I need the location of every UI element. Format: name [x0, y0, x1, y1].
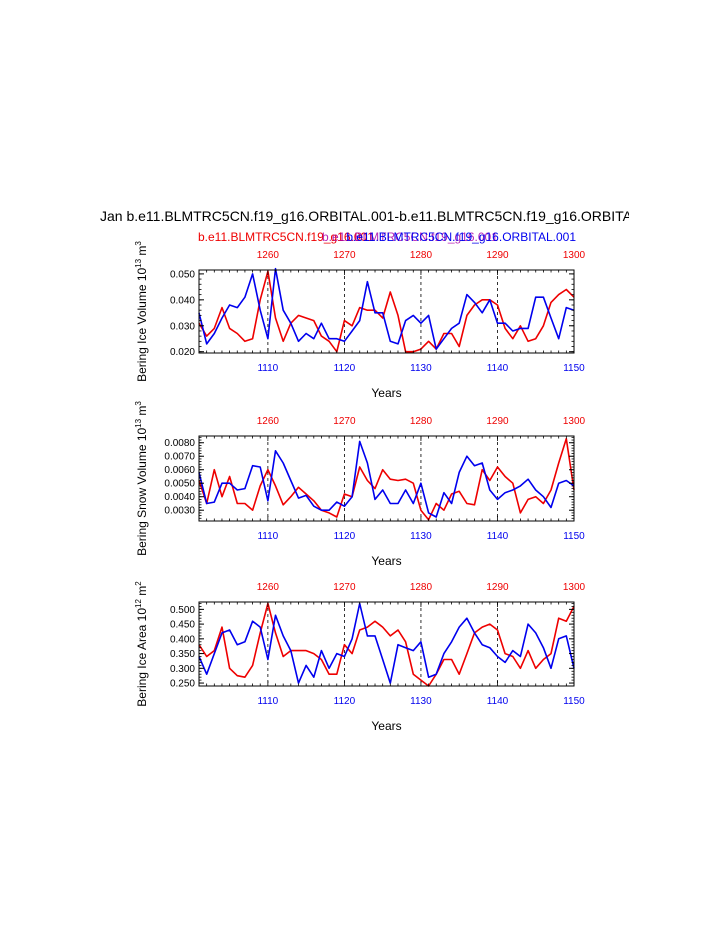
- x-tick-label-bottom: 1120: [334, 531, 356, 542]
- chart-panel-2: 0.0030 0.0040 0.0050 0.0060 0.0070 0.0080 1110…: [134, 401, 586, 568]
- x-axis-label: Years: [371, 386, 401, 400]
- subtitle-right: b.e11.BLMTRC5CN.f19_g16.ORBITAL.001: [346, 230, 576, 244]
- x-tick-label-top: 1300: [563, 582, 586, 593]
- chart-panel-3: 0.250 0.300 0.350 0.400 0.450 0.500 1110 1260 11…: [134, 581, 586, 733]
- x-tick-label-bottom: 1150: [563, 531, 585, 542]
- y-tick-label: 0.500: [170, 605, 195, 616]
- y-tick-label: 0.400: [170, 634, 195, 645]
- x-tick-label-top: 1280: [410, 582, 433, 593]
- series-line-blue: [198, 440, 575, 518]
- x-tick-label-bottom: 1140: [487, 363, 509, 374]
- y-tick-label: 0.040: [170, 295, 195, 306]
- y-tick-label: 0.450: [170, 620, 195, 631]
- plot-frame: [198, 601, 575, 687]
- series-line-red: [198, 270, 575, 353]
- x-tick-label-bottom: 1140: [487, 696, 509, 707]
- x-tick-label-bottom: 1120: [334, 696, 356, 707]
- x-tick-label-top: 1300: [563, 250, 586, 261]
- y-axis-label: Bering Snow Volume 1013 m3: [134, 401, 149, 556]
- y-tick-label: 0.300: [170, 664, 195, 675]
- x-tick-label-top: 1290: [486, 250, 509, 261]
- y-tick-label: 0.0080: [164, 438, 195, 449]
- y-tick-label: 0.020: [170, 347, 195, 358]
- x-tick-label-top: 1270: [333, 582, 356, 593]
- series-line-red: [198, 437, 575, 521]
- series-line-red: [198, 602, 575, 687]
- x-tick-label-bottom: 1130: [410, 696, 432, 707]
- y-axis-label: Bering Ice Volume 1013 m3: [134, 241, 149, 382]
- x-tick-label-bottom: 1120: [334, 363, 356, 374]
- x-tick-label-bottom: 1150: [563, 696, 585, 707]
- x-tick-label-bottom: 1110: [257, 531, 278, 542]
- series-line-blue: [198, 602, 575, 684]
- x-tick-label-top: 1260: [257, 250, 280, 261]
- x-tick-label-top: 1290: [486, 582, 509, 593]
- y-tick-label: 0.0040: [164, 492, 195, 503]
- x-tick-label-top: 1270: [333, 250, 356, 261]
- plot-frame: [198, 435, 575, 522]
- x-tick-label-bottom: 1110: [257, 696, 278, 707]
- x-tick-label-top: 1280: [410, 250, 433, 261]
- y-tick-label: 0.0060: [164, 465, 195, 476]
- x-tick-label-bottom: 1130: [410, 531, 432, 542]
- subtitle-overlap: b.e11.BLMTRC5CN.f19_g16.001: [322, 230, 498, 244]
- x-tick-label-top: 1300: [563, 416, 586, 427]
- y-tick-label: 0.350: [170, 649, 195, 660]
- x-tick-label-top: 1270: [333, 416, 356, 427]
- x-tick-label-top: 1290: [486, 416, 509, 427]
- y-tick-label: 0.0070: [164, 452, 195, 463]
- x-tick-label-top: 1260: [257, 582, 280, 593]
- x-tick-label-bottom: 1140: [487, 531, 509, 542]
- x-tick-label-top: 1280: [410, 416, 433, 427]
- y-tick-label: 0.250: [170, 679, 195, 690]
- y-tick-label: 0.030: [170, 321, 195, 332]
- x-axis-label: Years: [371, 554, 401, 568]
- chart-panel-1: 0.020 0.030 0.040 0.050 1110 1260 1120 1270 1130…: [134, 241, 586, 400]
- x-tick-label-bottom: 1110: [257, 363, 278, 374]
- series-line-blue: [198, 267, 575, 350]
- x-axis-label: Years: [371, 719, 401, 733]
- y-tick-label: 0.0030: [164, 506, 195, 517]
- x-tick-label-top: 1260: [257, 416, 280, 427]
- y-tick-label: 0.050: [170, 269, 195, 280]
- main-title: Jan b.e11.BLMTRC5CN.f19_g16.ORBITAL.001-…: [100, 208, 667, 224]
- x-tick-label-bottom: 1150: [563, 363, 585, 374]
- subtitle-left: b.e11.BLMTRC5CN.f19_g16.001: [198, 230, 374, 244]
- y-tick-label: 0.0050: [164, 479, 195, 490]
- y-axis-label: Bering Ice Area 1012 m2: [134, 581, 149, 707]
- x-tick-label-bottom: 1130: [410, 363, 432, 374]
- plot-frame: [198, 269, 575, 354]
